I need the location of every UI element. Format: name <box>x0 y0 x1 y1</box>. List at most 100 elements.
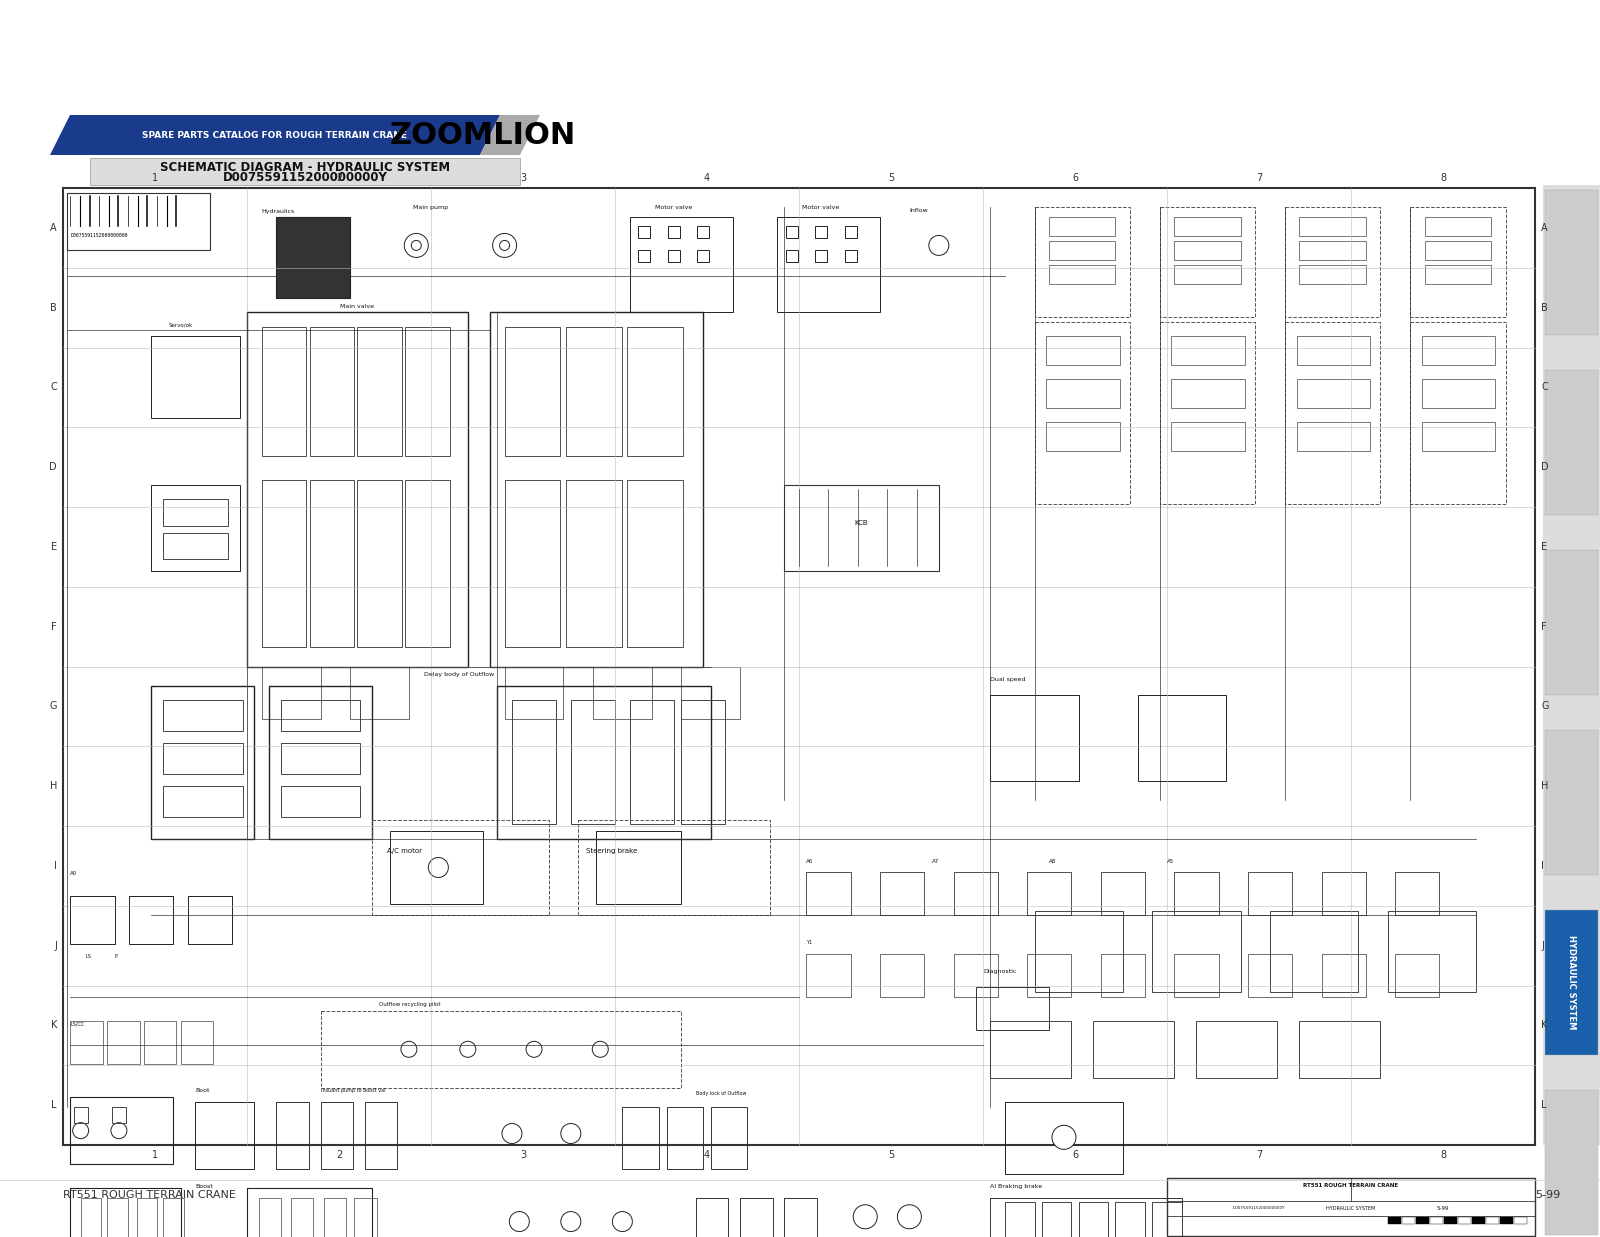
Text: D: D <box>50 463 58 473</box>
Bar <box>594 667 651 719</box>
Text: KCB: KCB <box>854 520 867 526</box>
Bar <box>107 1197 128 1237</box>
Text: Insuant pump to boost val: Insuant pump to boost val <box>320 1089 386 1094</box>
Text: A/C motor: A/C motor <box>387 849 422 854</box>
Bar <box>1296 336 1370 365</box>
Text: F: F <box>51 622 58 632</box>
Polygon shape <box>366 125 382 145</box>
Bar <box>1387 910 1477 992</box>
Bar <box>806 872 851 915</box>
Text: 4: 4 <box>704 1150 710 1160</box>
Circle shape <box>930 235 949 255</box>
Bar <box>1296 380 1370 408</box>
Bar <box>1285 207 1381 317</box>
Bar <box>786 226 798 239</box>
Text: D007559115200000000Y: D007559115200000000Y <box>1232 1206 1285 1210</box>
Bar <box>1546 370 1598 515</box>
Bar <box>107 1021 139 1064</box>
Text: G: G <box>50 701 58 711</box>
Bar <box>1027 872 1072 915</box>
Text: 5: 5 <box>888 1150 894 1160</box>
Bar <box>845 226 856 239</box>
Text: Motor valve: Motor valve <box>803 205 840 210</box>
Text: 5: 5 <box>888 173 894 183</box>
Text: Inflow: Inflow <box>909 208 928 213</box>
Bar <box>1046 423 1120 452</box>
Bar <box>682 700 725 824</box>
Bar <box>350 667 410 719</box>
Bar <box>163 743 243 773</box>
Text: Diagnostic: Diagnostic <box>982 969 1016 974</box>
Text: A5: A5 <box>1166 858 1174 863</box>
Bar <box>845 250 856 262</box>
Text: E: E <box>1541 542 1547 552</box>
Bar <box>814 226 827 239</box>
Bar <box>246 313 467 667</box>
Bar <box>1546 910 1598 1055</box>
Bar <box>262 480 306 647</box>
Bar <box>70 1097 173 1164</box>
Bar <box>62 188 1534 1145</box>
Bar <box>373 820 549 915</box>
Bar <box>163 499 227 526</box>
Bar <box>152 685 254 839</box>
Bar <box>696 1197 728 1237</box>
Bar <box>1499 1217 1514 1225</box>
Bar <box>195 1102 254 1169</box>
Text: 4: 4 <box>704 173 710 183</box>
Bar <box>320 1011 682 1087</box>
Text: 6: 6 <box>1072 1150 1078 1160</box>
Bar <box>667 1107 704 1169</box>
Text: Hydraulics: Hydraulics <box>262 209 294 214</box>
Text: I: I <box>1541 861 1544 871</box>
Text: C: C <box>50 382 58 392</box>
Text: A0: A0 <box>70 871 78 876</box>
Text: LS/CC: LS/CC <box>70 1022 85 1027</box>
Circle shape <box>509 1211 530 1232</box>
Bar <box>504 327 560 456</box>
Bar <box>578 820 770 915</box>
Bar <box>954 954 998 997</box>
Text: 2: 2 <box>336 173 342 183</box>
Bar <box>778 216 880 313</box>
Bar <box>1546 550 1598 695</box>
Bar <box>622 1107 659 1169</box>
Circle shape <box>110 1123 126 1138</box>
Bar <box>1458 1217 1470 1225</box>
Bar <box>1005 1202 1035 1237</box>
Text: Y1: Y1 <box>806 940 813 945</box>
Bar <box>682 667 741 719</box>
Text: SCHEMATIC DIAGRAM - HYDRAULIC SYSTEM: SCHEMATIC DIAGRAM - HYDRAULIC SYSTEM <box>160 161 450 174</box>
Bar <box>1299 265 1366 283</box>
Text: A7: A7 <box>931 858 939 863</box>
Bar <box>1514 1217 1526 1225</box>
Bar <box>259 1197 282 1237</box>
Circle shape <box>1051 1126 1075 1149</box>
Bar <box>365 1102 397 1169</box>
Bar <box>784 1197 816 1237</box>
Bar <box>90 158 520 186</box>
Bar <box>1424 241 1491 260</box>
Bar <box>291 1197 314 1237</box>
Bar <box>269 685 373 839</box>
Bar <box>163 787 243 816</box>
Bar <box>1174 872 1219 915</box>
Text: Boot: Boot <box>195 1089 210 1094</box>
Bar <box>954 872 998 915</box>
Text: Dual speed: Dual speed <box>990 677 1026 682</box>
Text: K: K <box>51 1021 58 1030</box>
Bar <box>1546 190 1598 335</box>
Bar <box>1546 730 1598 875</box>
Bar <box>67 193 210 250</box>
Bar <box>1299 216 1366 236</box>
Circle shape <box>493 234 517 257</box>
Bar <box>1152 1202 1182 1237</box>
Text: L: L <box>51 1100 58 1110</box>
Bar <box>1101 954 1146 997</box>
Circle shape <box>499 240 509 250</box>
Text: H: H <box>1541 781 1549 792</box>
Bar <box>1171 336 1245 365</box>
Bar <box>74 1107 88 1123</box>
Text: 5-99: 5-99 <box>1534 1190 1560 1200</box>
Bar <box>1160 207 1256 317</box>
